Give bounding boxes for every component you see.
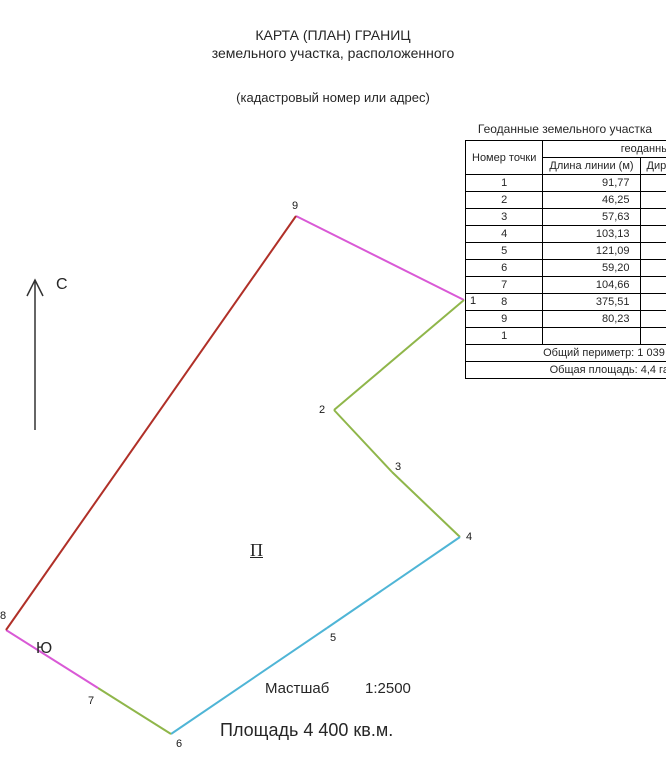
point-label: 4 — [466, 531, 472, 543]
point-label: 3 — [395, 461, 401, 473]
center-symbol: П — [250, 540, 263, 561]
boundary-segment — [296, 216, 464, 300]
point-label: 7 — [88, 695, 94, 707]
boundary-segment — [6, 216, 296, 630]
point-label: 2 — [319, 404, 325, 416]
area-text: Площадь 4 400 кв.м. — [220, 720, 393, 741]
boundary-segment — [392, 472, 460, 537]
boundary-segment — [334, 300, 464, 410]
boundary-plot — [0, 0, 666, 768]
compass-south: Ю — [36, 640, 52, 658]
boundary-segment — [334, 410, 392, 472]
scale-value: 1:2500 — [365, 680, 411, 697]
point-label: 8 — [0, 610, 6, 622]
boundary-segment — [6, 630, 98, 688]
point-label: 6 — [176, 738, 182, 750]
point-label: 5 — [330, 632, 336, 644]
compass-north: С — [56, 276, 68, 294]
boundary-segment — [98, 688, 171, 734]
point-label: 9 — [292, 200, 298, 212]
scale-label: Мастшаб — [265, 680, 329, 697]
boundary-segment — [327, 537, 460, 628]
point-label: 1 — [470, 295, 476, 307]
